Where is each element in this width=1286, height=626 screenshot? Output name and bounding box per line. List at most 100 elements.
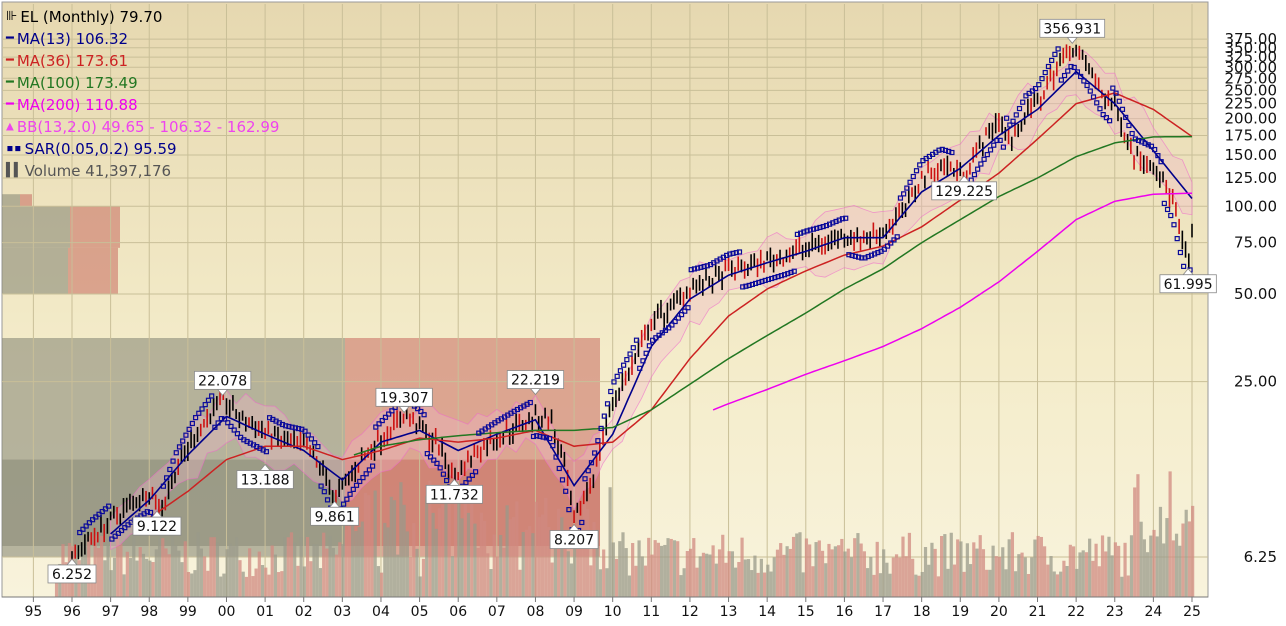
sar-dot	[1152, 146, 1158, 153]
sar-dot	[827, 221, 833, 227]
volume-bars	[54, 471, 1195, 597]
sar-dot	[424, 451, 430, 457]
x-tick-label: 18	[913, 604, 931, 620]
volume-bar	[817, 540, 821, 597]
sar-dot	[1068, 63, 1074, 70]
sar-dot	[846, 252, 852, 258]
volume-bar	[692, 538, 696, 597]
sar-dot	[704, 263, 710, 269]
volume-bar	[631, 543, 635, 597]
volume-bar	[1104, 551, 1108, 597]
volume-bar	[528, 526, 532, 597]
volume-bar	[814, 542, 818, 597]
sar-dot	[170, 458, 176, 464]
x-axis: 95 96 97 98 99 00 01 02 03 04 05 06 07 08 09 10 11 12 13 14…	[2, 596, 1208, 620]
volume-bar	[1059, 571, 1063, 597]
volume-bar	[257, 551, 261, 597]
sar-dot	[872, 251, 878, 257]
sar-dot	[360, 475, 366, 481]
volume-bar	[711, 545, 715, 597]
volume-bar	[470, 503, 474, 597]
sar-dot	[585, 468, 591, 474]
volume-bar	[383, 522, 387, 597]
sar-dot	[302, 428, 308, 434]
volume-bar	[888, 573, 892, 597]
volume-bar	[492, 534, 496, 597]
sar-dot	[839, 216, 846, 222]
sar-dot	[855, 254, 862, 260]
sar-dot	[736, 249, 743, 255]
annotation-box	[931, 181, 997, 201]
volume-bar	[608, 487, 612, 597]
volume-bar	[724, 562, 728, 597]
volume-bar	[602, 549, 606, 597]
volume-bar	[1117, 545, 1121, 597]
sar-dot	[1042, 69, 1048, 76]
volume-bar	[367, 495, 371, 597]
sar-dot	[685, 305, 691, 311]
volume-bar	[376, 566, 380, 597]
sar-dot	[794, 231, 801, 237]
volume-bar	[911, 558, 915, 597]
sar-dot	[289, 424, 295, 430]
volume-bar	[138, 547, 142, 597]
volume-bar	[1184, 509, 1188, 597]
sar-dot	[817, 224, 823, 231]
volume-bar	[936, 576, 940, 597]
sar-dot	[888, 240, 894, 246]
sar-dot	[344, 496, 350, 502]
sar-dot	[939, 146, 945, 152]
volume-bar	[228, 543, 232, 597]
volume-bar	[231, 546, 236, 597]
volume-bar	[154, 549, 158, 597]
volume-bar	[544, 497, 548, 597]
sar-dot	[186, 426, 192, 432]
sar-dot	[823, 222, 829, 229]
sar-dot	[315, 443, 321, 450]
sar-dot	[1158, 159, 1164, 165]
sar-dot	[891, 237, 897, 243]
sar-dot	[440, 471, 447, 477]
sar-dot	[212, 424, 218, 430]
sar-dot	[1148, 143, 1155, 149]
volume-bar	[315, 544, 319, 597]
sar-dot	[543, 435, 549, 441]
volume-bar	[598, 569, 603, 597]
volume-bar	[676, 541, 680, 597]
sar-dot	[353, 482, 360, 488]
volume-bar	[473, 523, 477, 597]
volume-bar	[318, 568, 323, 597]
volume-bar	[141, 553, 146, 597]
volume-bar	[878, 573, 883, 597]
volume-bar	[779, 543, 783, 597]
sar-dot	[752, 280, 759, 287]
annotation-label: 6.252	[52, 567, 92, 583]
volume-bar	[923, 547, 928, 597]
volume-bar	[585, 508, 590, 597]
volume-profile-red-bar	[68, 247, 118, 294]
sar-dot	[547, 435, 553, 442]
sar-dot	[1100, 112, 1106, 118]
sar-dot	[978, 161, 984, 167]
volume-bar	[1165, 518, 1169, 597]
sar-dot	[192, 415, 199, 421]
annotation-box	[132, 516, 182, 536]
sar-dot	[1000, 144, 1007, 150]
volume-bar	[508, 519, 512, 597]
sar-dot	[173, 450, 179, 456]
sar-dot	[312, 440, 318, 446]
sar-dot	[228, 423, 234, 429]
sar-dot	[366, 467, 372, 473]
volume-bar	[1129, 535, 1134, 597]
sar-dot	[913, 168, 920, 174]
volume-bar	[705, 553, 709, 597]
volume-bar	[1036, 535, 1040, 597]
x-tick-label: 02	[295, 604, 313, 620]
sar-dot	[901, 191, 907, 197]
sar-dot	[96, 511, 102, 517]
volume-bar	[212, 537, 216, 597]
sar-dot	[421, 412, 427, 418]
sar-dot	[917, 162, 923, 168]
volume-bar	[685, 551, 689, 597]
sar-dot	[785, 271, 791, 277]
